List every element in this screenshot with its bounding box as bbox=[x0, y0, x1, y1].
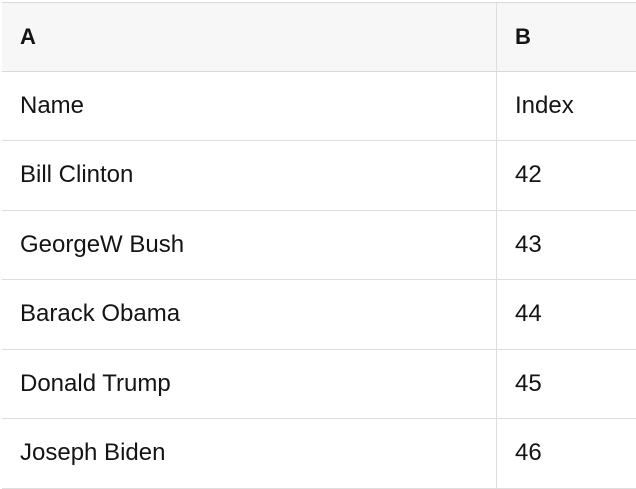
cell-name[interactable]: Bill Clinton bbox=[2, 141, 497, 210]
column-header-a[interactable]: A bbox=[2, 3, 497, 71]
cell-text: Joseph Biden bbox=[20, 439, 166, 467]
column-header-b-label: B bbox=[515, 23, 531, 49]
table-row: Barack Obama 44 bbox=[2, 280, 636, 350]
cell-text: Index bbox=[515, 91, 574, 119]
cell-text: Barack Obama bbox=[20, 300, 181, 328]
cell-text: 45 bbox=[515, 369, 542, 397]
cell-name[interactable]: Donald Trump bbox=[2, 349, 497, 418]
cell-text: GeorgeW Bush bbox=[20, 230, 185, 258]
cell-index[interactable]: 42 bbox=[497, 141, 636, 210]
table-row: Joseph Biden 46 bbox=[2, 419, 636, 489]
table-header-row: A B bbox=[2, 2, 636, 72]
cell-text: 46 bbox=[515, 439, 542, 467]
cell-index[interactable]: Index bbox=[497, 72, 636, 141]
cell-name[interactable]: Name bbox=[2, 71, 497, 140]
cell-text: 43 bbox=[515, 230, 542, 258]
table-row: GeorgeW Bush 43 bbox=[2, 210, 636, 280]
cell-text: Bill Clinton bbox=[20, 161, 134, 189]
cell-name[interactable]: Barack Obama bbox=[2, 280, 497, 349]
cell-text: 42 bbox=[515, 161, 542, 189]
cell-text: Donald Trump bbox=[20, 369, 171, 397]
column-header-b[interactable]: B bbox=[497, 3, 636, 71]
cell-index[interactable]: 43 bbox=[497, 211, 636, 280]
table-row: Bill Clinton 42 bbox=[2, 141, 636, 211]
table-row: Name Index bbox=[2, 71, 636, 141]
cell-text: Name bbox=[20, 91, 85, 119]
cell-index[interactable]: 44 bbox=[497, 280, 636, 349]
cell-name[interactable]: Joseph Biden bbox=[2, 419, 497, 488]
cell-text: 44 bbox=[515, 300, 542, 328]
column-header-a-label: A bbox=[20, 23, 36, 49]
cell-name[interactable]: GeorgeW Bush bbox=[2, 210, 497, 279]
table-row: Donald Trump 45 bbox=[2, 349, 636, 419]
cell-index[interactable]: 46 bbox=[497, 419, 636, 488]
cell-index[interactable]: 45 bbox=[497, 350, 636, 419]
